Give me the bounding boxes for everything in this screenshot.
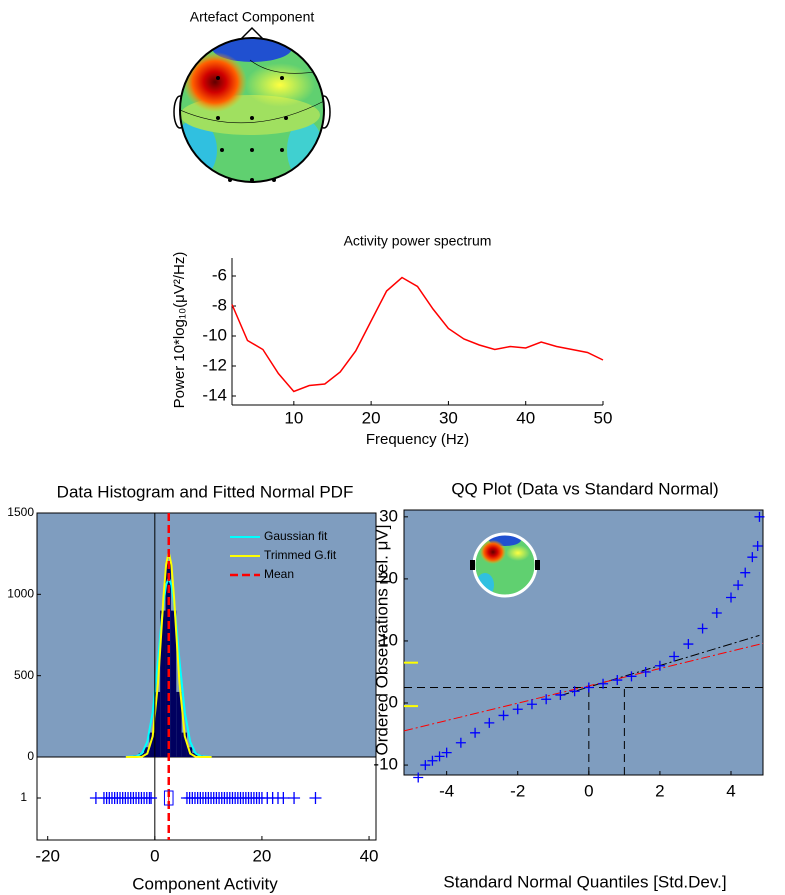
- qq-point: [569, 686, 580, 697]
- qq-point: [733, 580, 744, 591]
- outlier: [309, 792, 322, 804]
- legend-label: Mean: [264, 567, 294, 581]
- y-tick-label: -12: [202, 355, 227, 374]
- y-tick-label: -10: [373, 755, 398, 774]
- histogram-bar: [149, 732, 155, 757]
- x-axis-label: Standard Normal Quantiles [Std.Dev.]: [443, 872, 726, 891]
- qq-point: [626, 671, 637, 682]
- y-axis-label: Ordered Observations [rel. μV]: [372, 525, 391, 756]
- legend-label: Gaussian fit: [264, 529, 328, 543]
- qq-point: [754, 511, 765, 522]
- x-axis-label: Component Activity: [132, 874, 278, 893]
- x-tick-label: -2: [510, 781, 525, 800]
- qq-point: [598, 678, 609, 689]
- x-tick-label: 0: [584, 781, 593, 800]
- x-tick-label: 2: [655, 781, 664, 800]
- x-tick-label: -20: [35, 846, 60, 865]
- histogram-bar: [154, 691, 161, 757]
- y-tick-label: -8: [212, 295, 227, 314]
- y-tick-label: -10: [202, 325, 227, 344]
- qq-point: [683, 639, 694, 650]
- y-tick-label: -14: [202, 385, 227, 404]
- qq-point: [697, 623, 708, 634]
- x-tick-label: 30: [439, 408, 458, 427]
- qq-point: [752, 540, 763, 551]
- outlier: [288, 792, 301, 804]
- histogram-bar: [176, 691, 182, 757]
- histogram-bar: [192, 752, 198, 757]
- qq-point: [470, 727, 481, 738]
- x-tick-label: 40: [516, 408, 535, 427]
- topomap: [173, 26, 331, 183]
- spectrum-line: [231, 276, 604, 393]
- qq-point: [747, 552, 758, 563]
- qq-point: [555, 689, 566, 700]
- qq-point: [612, 675, 623, 686]
- qq-point: [654, 660, 665, 671]
- y-tick-label: 30: [379, 506, 398, 525]
- qq-point: [413, 772, 424, 783]
- y-tick-label: 20: [379, 568, 398, 587]
- histogram-bar: [160, 610, 166, 757]
- x-tick-label: 50: [594, 408, 613, 427]
- x-tick-label: 4: [726, 781, 735, 800]
- x-tick-label: 40: [360, 846, 379, 865]
- plot-background: [403, 509, 764, 776]
- qq-point: [512, 704, 523, 715]
- x-tick-label: 10: [284, 408, 303, 427]
- x-tick-label: 20: [362, 408, 381, 427]
- y-tick-label: 0: [27, 749, 34, 763]
- y-tick-label: 500: [14, 668, 34, 682]
- x-tick-label: 0: [150, 846, 159, 865]
- qq-point: [583, 682, 594, 693]
- x-axis-label: Frequency (Hz): [366, 431, 469, 448]
- box-category-label: 1: [20, 790, 27, 804]
- qq-point: [711, 608, 722, 619]
- qq-point: [498, 710, 509, 721]
- qq-point: [726, 592, 737, 603]
- chart-title: QQ Plot (Data vs Standard Normal): [451, 479, 718, 498]
- qq-point: [640, 666, 651, 677]
- x-tick-label: -4: [439, 781, 454, 800]
- qq-point: [541, 694, 552, 705]
- qq-point: [441, 747, 452, 758]
- qq-point: [420, 760, 431, 771]
- fit-line: [403, 642, 764, 732]
- chart-title: Data Histogram and Fitted Normal PDF: [57, 482, 354, 501]
- legend-label: Trimmed G.fit: [264, 548, 337, 562]
- qq-point: [427, 755, 438, 766]
- y-tick-label: 0: [389, 692, 398, 711]
- qq-point: [669, 651, 680, 662]
- qq-point: [455, 737, 466, 748]
- qq-point: [740, 567, 751, 578]
- y-axis-label: Power 10*log₁₀(μV²/Hz): [171, 252, 188, 409]
- y-tick-label: 1500: [7, 505, 34, 519]
- histogram-bar: [138, 752, 145, 757]
- y-tick-label: 10: [379, 630, 398, 649]
- histogram-bar: [181, 732, 187, 757]
- x-tick-label: 20: [252, 846, 271, 865]
- y-tick-label: 1000: [7, 587, 34, 601]
- qq-point: [434, 751, 445, 762]
- histogram-bar: [170, 610, 177, 757]
- outlier: [145, 792, 158, 804]
- qq-point: [484, 717, 495, 728]
- y-tick-label: -6: [212, 265, 227, 284]
- outlier: [277, 792, 290, 804]
- topomap-title: Artefact Component: [190, 9, 315, 25]
- chart-title: Activity power spectrum: [344, 233, 492, 249]
- qq-point: [526, 699, 537, 710]
